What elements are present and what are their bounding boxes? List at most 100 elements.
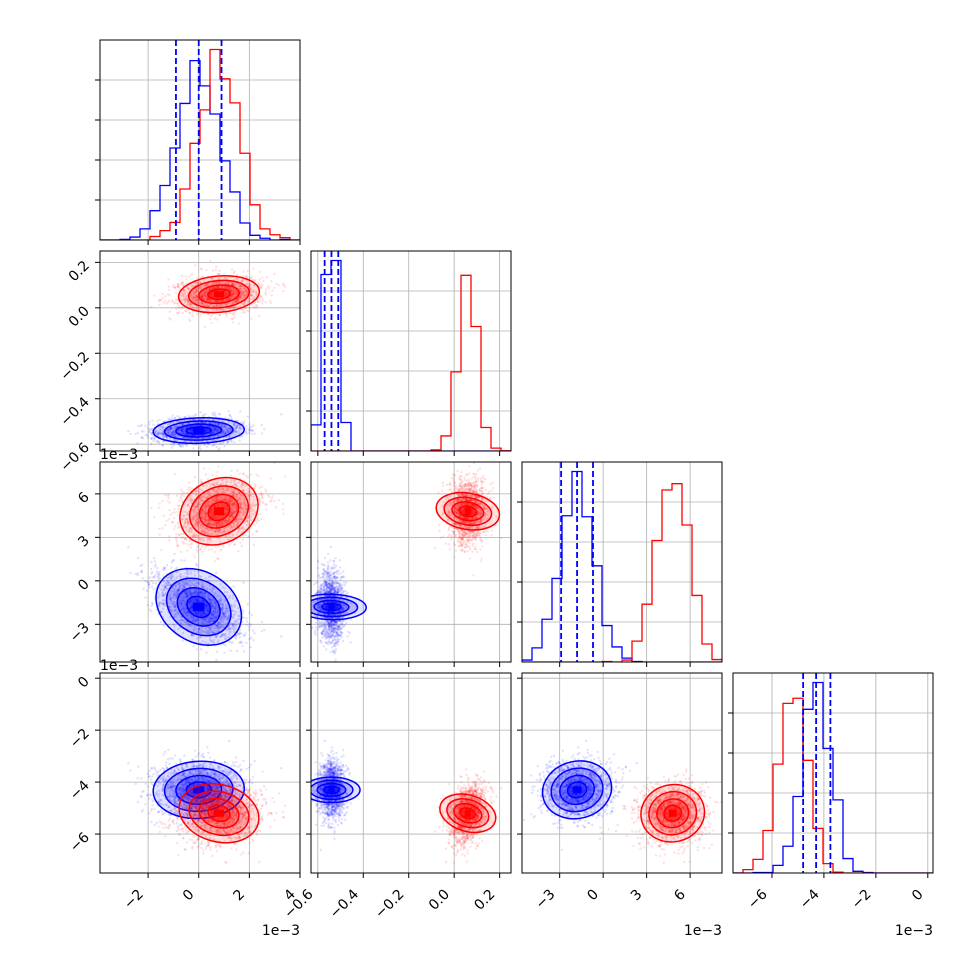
sample-point: [179, 428, 182, 432]
sample-point: [225, 292, 228, 295]
sample-point: [189, 319, 192, 323]
sample-point: [241, 308, 245, 312]
sample-point: [212, 426, 215, 429]
sample-point: [225, 427, 228, 430]
sample-point: [217, 423, 221, 426]
sample-point: [171, 434, 174, 437]
sample-point: [147, 583, 151, 586]
sample-point: [150, 432, 153, 435]
sample-point: [224, 285, 227, 288]
sample-point: [217, 412, 221, 416]
sample-point: [173, 425, 176, 428]
sample-point: [227, 428, 230, 431]
sample-point: [244, 288, 248, 292]
sample-point: [157, 300, 160, 303]
sample-point: [168, 430, 171, 433]
sample-point: [177, 285, 180, 288]
sample-point: [199, 447, 202, 451]
sample-point: [182, 427, 186, 431]
sample-point: [222, 299, 226, 303]
sample-point: [227, 434, 231, 438]
sample-point: [231, 433, 235, 436]
sample-point: [227, 426, 231, 430]
sample-point: [221, 430, 225, 434]
sample-point: [220, 300, 224, 303]
sample-point: [203, 292, 207, 295]
sample-point: [259, 295, 263, 298]
sample-point: [225, 430, 228, 434]
sample-point: [211, 412, 214, 415]
sample-point: [245, 432, 249, 436]
sample-point: [216, 429, 219, 433]
sample-point: [217, 427, 220, 430]
sample-point: [214, 428, 217, 432]
sample-point: [273, 272, 276, 276]
sample-point: [224, 432, 227, 436]
sample-point: [171, 431, 174, 435]
sample-point: [221, 298, 224, 302]
sample-point: [243, 307, 247, 311]
sample-point: [180, 429, 183, 432]
sample-point: [213, 428, 216, 431]
sample-point: [155, 429, 158, 433]
sample-point: [269, 299, 272, 303]
sample-point: [157, 572, 161, 576]
sample-point: [238, 439, 241, 442]
sample-point: [229, 435, 233, 439]
sample-point: [173, 430, 176, 434]
sample-point: [213, 286, 217, 290]
sample-point: [129, 432, 132, 436]
sample-point: [252, 297, 255, 300]
sample-point: [243, 301, 246, 304]
panel-0-0: [95, 39, 301, 245]
sample-point: [201, 297, 204, 300]
sample-point: [229, 297, 232, 301]
sample-point: [234, 427, 238, 431]
sample-point: [213, 281, 217, 284]
sample-point: [208, 299, 212, 302]
sample-point: [174, 287, 177, 290]
sample-point: [200, 434, 204, 437]
sample-point: [259, 300, 262, 303]
sample-point: [231, 292, 235, 296]
sample-point: [223, 308, 226, 312]
sample-point: [209, 304, 213, 307]
sample-point: [156, 431, 160, 435]
sample-point: [162, 566, 166, 569]
sample-point: [176, 299, 179, 302]
sample-point: [218, 304, 221, 307]
sample-point: [201, 414, 204, 417]
sample-point: [182, 430, 185, 434]
sample-point: [231, 321, 234, 324]
sample-point: [245, 617, 248, 620]
sample-point: [241, 290, 245, 293]
sample-point: [212, 439, 215, 442]
sample-point: [169, 318, 172, 321]
sample-point: [212, 425, 216, 429]
sample-point: [176, 283, 180, 286]
sample-point: [177, 434, 180, 438]
sample-point: [239, 410, 242, 413]
sample-point: [260, 620, 264, 624]
sample-point: [248, 625, 251, 628]
sample-point: [150, 437, 153, 440]
sample-point: [242, 650, 245, 653]
sample-point: [186, 300, 190, 304]
sample-point: [204, 295, 208, 299]
sample-point: [234, 637, 238, 640]
sample-point: [195, 297, 198, 301]
sample-point: [158, 570, 161, 574]
sample-point: [154, 581, 157, 585]
sample-point: [198, 281, 202, 285]
sample-point: [181, 432, 185, 436]
sample-point: [264, 293, 268, 296]
sample-point: [219, 433, 222, 437]
sample-point: [140, 570, 144, 574]
sample-point: [156, 420, 159, 423]
sample-point: [252, 267, 255, 270]
sample-point: [182, 431, 186, 435]
sample-point: [199, 295, 203, 299]
sample-point: [166, 499, 170, 502]
sample-point: [173, 301, 177, 304]
sample-point: [219, 304, 223, 308]
